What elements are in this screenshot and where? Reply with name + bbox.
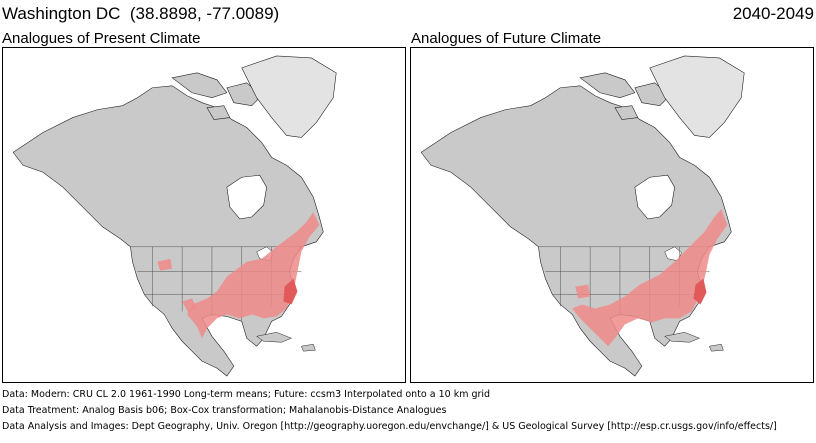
footer-treatment-line: Data Treatment: Analog Basis b06; Box-Co…	[2, 405, 447, 416]
period-label: 2040-2049	[732, 4, 814, 23]
hudson-bay	[226, 174, 267, 220]
page-title: Washington DC (38.8898, -77.0089)	[2, 4, 279, 24]
caribbean-islands	[256, 332, 316, 352]
greenland	[241, 55, 337, 138]
location-name: Washington DC	[2, 4, 121, 23]
present-analog-zone	[187, 212, 320, 339]
present-panel-label: Analogues of Present Climate	[2, 30, 201, 47]
future-climate-map	[410, 47, 814, 383]
future-map-svg	[420, 55, 745, 377]
future-analog-west	[575, 284, 591, 299]
present-analog-core	[283, 278, 298, 305]
arctic-islands	[171, 72, 263, 120]
hudson-bay	[634, 174, 675, 220]
land-masses	[12, 55, 337, 377]
present-climate-map	[2, 47, 406, 383]
analog-region	[157, 212, 320, 339]
present-map-svg	[12, 55, 337, 377]
footer-data-line: Data: Modern: CRU CL 2.0 1961-1990 Long-…	[2, 389, 491, 400]
greenland	[649, 55, 745, 138]
arctic-islands	[579, 72, 671, 120]
analog-region	[572, 209, 728, 347]
caribbean-islands	[664, 332, 724, 352]
land-masses	[420, 55, 745, 377]
location-coordinates: (38.8898, -77.0089)	[129, 4, 280, 23]
future-analog-zone	[572, 209, 728, 347]
future-analog-core	[693, 278, 707, 305]
present-analog-west	[157, 258, 198, 313]
future-panel-label: Analogues of Future Climate	[411, 30, 602, 47]
footer-credits-line: Data Analysis and Images: Dept Geography…	[2, 421, 777, 432]
